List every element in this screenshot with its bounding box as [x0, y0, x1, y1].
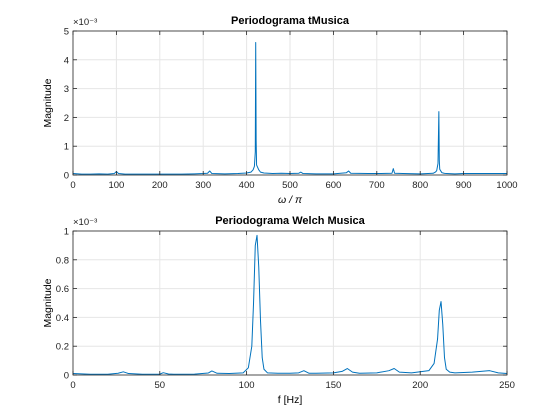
welch-ytick-label: 1 [64, 227, 69, 238]
periodogram-title: Periodograma tMusica [231, 15, 350, 27]
welch-ytick-label: 0.8 [56, 255, 69, 266]
periodogram-xtick-label: 100 [108, 180, 124, 191]
welch-exponent-label: ×10⁻³ [73, 217, 97, 228]
welch-x-axis-label: f [Hz] [278, 394, 303, 406]
welch-xtick-label: 250 [499, 380, 515, 391]
welch-y-axis-label: Magnitude [42, 278, 54, 327]
periodogram-xtick-label: 800 [412, 180, 428, 191]
periodogram-xtick-label: 900 [456, 180, 472, 191]
welch-xtick-label: 100 [239, 380, 255, 391]
periodogram-ytick-label: 0 [64, 171, 69, 182]
periodogram-ytick-label: 1 [64, 142, 69, 153]
periodogram-ytick-label: 2 [64, 113, 69, 124]
welch-title: Periodograma Welch Musica [215, 215, 365, 227]
periodogram-ytick-label: 4 [64, 55, 69, 66]
welch-ytick-label: 0.6 [56, 284, 69, 295]
periodogram-ytick-label: 5 [64, 27, 69, 38]
periodogram-x-axis-label: ω / π [278, 194, 303, 206]
welch-ytick-label: 0.2 [56, 342, 69, 353]
periodogram-xtick-label: 1000 [496, 180, 517, 191]
periodogram-xtick-label: 700 [369, 180, 385, 191]
welch-xtick-label: 200 [412, 380, 428, 391]
welch-xtick-label: 150 [325, 380, 341, 391]
welch-xtick-label: 0 [70, 380, 75, 391]
welch-ytick-label: 0.4 [56, 313, 69, 324]
periodogram-xtick-label: 300 [195, 180, 211, 191]
welch-xtick-label: 50 [155, 380, 166, 391]
periodogram-xtick-label: 600 [325, 180, 341, 191]
periodogram-y-axis-label: Magnitude [42, 78, 54, 127]
periodogram-xtick-label: 400 [239, 180, 255, 191]
welch-ytick-label: 0 [64, 371, 69, 382]
periodogram-ytick-label: 3 [64, 84, 69, 95]
periodogram-xtick-label: 500 [282, 180, 298, 191]
welch-plot-area [73, 231, 507, 375]
periodogram-xtick-label: 0 [70, 180, 75, 191]
periodogram-exponent-label: ×10⁻³ [73, 17, 97, 28]
periodogram-xtick-label: 200 [152, 180, 168, 191]
